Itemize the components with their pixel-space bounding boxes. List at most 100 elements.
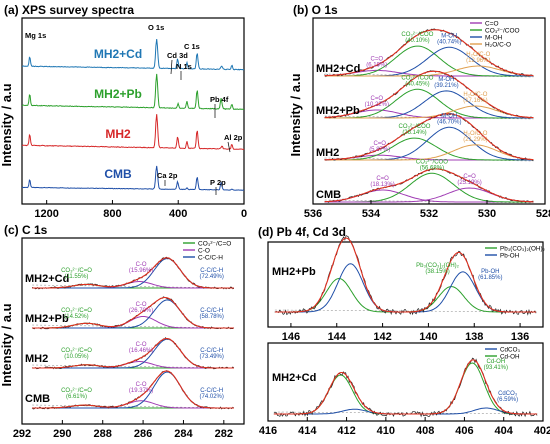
- survey-series-mh2: [21, 114, 245, 151]
- panel-d-sample-label: MH2+Pb: [272, 266, 316, 278]
- o1s-component-percent: (6.19%): [366, 62, 387, 68]
- c1s-component-name: CO₃²⁻/C=O: [61, 348, 92, 354]
- o1s-component-name: CO₃²⁻/COO: [416, 159, 448, 165]
- o1s-envelope-fit: [324, 29, 534, 77]
- panel-d-tick-label: 140: [419, 331, 437, 343]
- c1s-component-percent: (72.49%): [200, 274, 224, 280]
- panel-d-pb4f-cd3d: (d) Pb 4f, Cd 3d MH2+Pb Pb₃(CO₃)₂(OH)₂(38…: [258, 225, 550, 437]
- o1s-component-curve: [324, 187, 534, 203]
- o1s-sample-mh2-cd: MH2+CdC=O(6.19%)CO₃²⁻/COO(40.10%)M-OH(40…: [316, 28, 534, 78]
- o1s-component-percent: (39.21%): [434, 83, 458, 89]
- panel-d-envelope-fit: [274, 237, 537, 313]
- o1s-component-percent: (12.96%): [466, 58, 490, 64]
- o1s-legend-entry: CO₃²⁻/COO: [485, 28, 520, 35]
- o1s-raw-data: [324, 113, 534, 161]
- panel-c-tick-label: 288: [94, 428, 112, 440]
- annotation-o-1s: O 1s: [148, 23, 164, 32]
- panel-c-letter: (c): [4, 223, 22, 237]
- o1s-component-name: H₂O/C-O: [466, 52, 490, 58]
- survey-series-label: MH2: [105, 127, 131, 141]
- c1s-component-name: CO₃²⁻/C=O: [61, 308, 92, 314]
- panel-d-component-percent: (38.15%): [425, 269, 449, 275]
- c1s-component-name: C-O: [136, 342, 147, 348]
- panel-c-tick-label: 290: [53, 428, 71, 440]
- o1s-component-curve: [324, 137, 534, 161]
- c1s-envelope-fit: [32, 370, 234, 409]
- c1s-legend-entry: C-O: [198, 248, 210, 255]
- panel-d-tick-label: 414: [298, 425, 317, 437]
- o1s-envelope-fit: [324, 70, 534, 119]
- c1s-component-percent: (11.55%): [65, 274, 89, 280]
- o1s-component-curve: [324, 105, 534, 119]
- panel-b-title: O 1s: [312, 3, 338, 17]
- survey-series-cmb: [21, 165, 245, 191]
- c1s-sample-label: CMB: [25, 393, 50, 405]
- svg-text:(a) XPS survey spectra: (a) XPS survey spectra: [4, 3, 134, 17]
- annotation-p-2p: P 2p: [210, 178, 226, 187]
- c1s-legend-entry: C-C/C-H: [198, 255, 223, 262]
- o1s-sample-cmb: CMBC=O(18.13%)CO₃²⁻/COO(56.68%)C=O(25.19…: [316, 159, 534, 204]
- panel-d-tick-label: 406: [455, 425, 473, 437]
- o1s-component-name: H₂O/C-O: [463, 131, 487, 137]
- panel-d-title: Pb 4f, Cd 3d: [277, 225, 346, 239]
- o1s-component-percent: (10.22%): [365, 102, 389, 108]
- c1s-component-percent: (26.70%): [129, 308, 153, 314]
- o1s-component-percent: (18.13%): [370, 182, 394, 188]
- panel-b-letter: (b): [293, 3, 312, 17]
- panel-b-tick-label: 536: [304, 208, 322, 220]
- o1s-envelope-fit: [324, 168, 534, 203]
- c1s-sample-cmb: CMB CO₃²⁻/C=O(6.61%) C-O(19.37%) C-C/C-H(74…: [25, 370, 235, 410]
- o1s-component-curve: [324, 126, 534, 161]
- panel-b-ylabel: Intensity / a.u: [288, 73, 303, 156]
- o1s-component-percent: (40.10%): [405, 38, 429, 44]
- annotation-n-1s: N 1s: [176, 62, 192, 71]
- panel-d-tick-label: 144: [328, 331, 347, 343]
- c1s-component-percent: (14.52%): [64, 314, 88, 320]
- panel-d-component-name: CdCO₃: [498, 391, 518, 397]
- c1s-component-name: C-C/C-H: [200, 348, 223, 354]
- o1s-component-percent: (46.70%): [437, 119, 461, 125]
- c1s-component-name: C-C/C-H: [200, 308, 223, 314]
- c1s-envelope-fit: [32, 337, 234, 369]
- o1s-component-name: CO₃²⁻/COO: [401, 75, 433, 81]
- c1s-component-percent: (15.96%): [129, 268, 153, 274]
- o1s-component-name: C=O: [371, 96, 384, 102]
- panel-a-frame: [21, 17, 245, 205]
- panel-b-tick-label: 528: [536, 208, 550, 220]
- panel-d-legend-entry: Cd-OH: [500, 354, 520, 361]
- c1s-component-name: C-O: [136, 302, 147, 308]
- o1s-component-percent: (40.74%): [437, 39, 461, 45]
- o1s-component-percent: (40.45%): [405, 81, 429, 87]
- c1s-sample-mh2: MH2 CO₃²⁻/C=O(10.05%) C-O(16.46%) C-C/C-H(7…: [25, 337, 235, 370]
- panel-d-letter: (d): [258, 225, 277, 239]
- svg-text:(c) C 1s: (c) C 1s: [4, 223, 48, 237]
- o1s-component-curve: [324, 45, 534, 77]
- panel-b-tick-label: 534: [362, 208, 381, 220]
- c1s-component-percent: (10.05%): [64, 354, 88, 360]
- panel-b-o1s: (b) O 1s Intensity / a.u MH2+CdC=O(6.19%…: [288, 3, 550, 220]
- o1s-component-name: C=O: [376, 176, 389, 182]
- o1s-component-name: C=O: [373, 141, 386, 147]
- panel-d-tick-label: 402: [534, 425, 550, 437]
- panel-c-c1s: (c) C 1s Intensity / a.u MH2+CdCO₃²⁻/C=O…: [0, 223, 245, 440]
- c1s-component-name: C-C/C-H: [200, 388, 223, 394]
- o1s-sample-label: MH2+Pb: [316, 105, 360, 117]
- panel-d-component-percent: (6.59%): [497, 397, 518, 403]
- o1s-component-name: M-OH: [441, 113, 457, 119]
- panel-d-subplot-mh2-pb: MH2+Pb Pb₃(CO₃)₂(OH)₂(38.15%) Pb-OH(61.85%…: [272, 235, 537, 316]
- o1s-component-name: H₂O/C-O: [463, 92, 487, 98]
- svg-text:(b) O 1s: (b) O 1s: [293, 3, 338, 17]
- o1s-component-name: CO₃²⁻/COO: [401, 32, 433, 38]
- panel-d-tick-label: 138: [465, 331, 483, 343]
- panel-b-tick-label: 530: [478, 208, 496, 220]
- panel-a-tick-label: 1200: [34, 208, 58, 220]
- panel-a-ylabel: Intensity / a.u: [0, 83, 14, 166]
- o1s-sample-mh2: MH2C=O(5.87%)CO₃²⁻/COO(26.14%)M-OH(46.70…: [316, 113, 534, 162]
- panel-d-component-name: Pb-OH: [481, 269, 499, 275]
- o1s-component-percent: (25.19%): [457, 180, 481, 186]
- panel-d-tick-label: 412: [337, 425, 355, 437]
- survey-series-label: MH2+Cd: [94, 47, 142, 61]
- panel-d-component-name: Cd-OH: [487, 359, 506, 365]
- c1s-component-percent: (19.37%): [129, 388, 153, 394]
